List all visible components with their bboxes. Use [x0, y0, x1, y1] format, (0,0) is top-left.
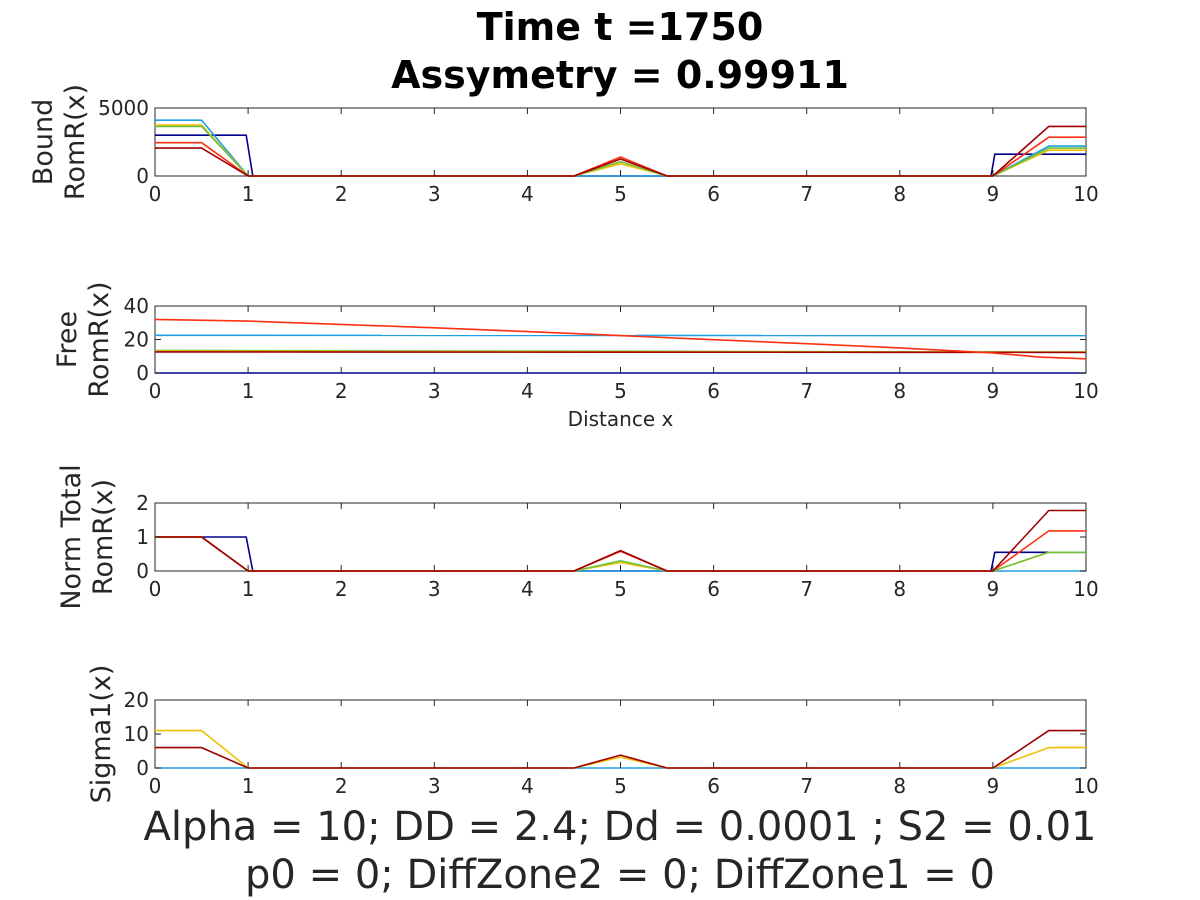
footer-params-line2: p0 = 0; DiffZone2 = 0; DiffZone1 = 0	[245, 852, 995, 898]
x-tick-label: 7	[800, 774, 813, 798]
x-tick-label: 10	[1073, 577, 1098, 601]
y-axis-label-line: Sigma1(x)	[86, 665, 117, 804]
y-tick-label: 20	[124, 328, 149, 352]
y-axis-label: FreeRomR(x)	[52, 281, 115, 397]
y-tick-label: 1	[136, 525, 149, 549]
y-axis-label-line: Bound	[28, 99, 59, 185]
x-tick-label: 1	[242, 182, 255, 206]
y-tick-label: 0	[136, 361, 149, 385]
x-tick-label: 7	[800, 577, 813, 601]
y-axis-label: Sigma1(x)	[86, 665, 117, 804]
x-tick-label: 3	[428, 774, 441, 798]
x-tick-label: 3	[428, 379, 441, 403]
x-tick-label: 10	[1073, 379, 1098, 403]
x-tick-label: 5	[614, 379, 627, 403]
x-tick-label: 4	[521, 577, 534, 601]
figure-title-line2: Assymetry = 0.99911	[391, 53, 849, 97]
x-tick-label: 8	[893, 379, 906, 403]
x-tick-label: 5	[614, 774, 627, 798]
x-tick-label: 6	[707, 774, 720, 798]
x-tick-label: 10	[1073, 182, 1098, 206]
series-line-5	[155, 136, 1086, 177]
panel-4: 0 1 2 3 4 5 6 7 8 9 10 0 10 20 Sigma1(x)	[86, 665, 1099, 804]
series-line-2	[155, 729, 1086, 769]
x-tick-label: 0	[149, 577, 162, 601]
x-tick-label: 1	[242, 379, 255, 403]
x-tick-label: 3	[428, 577, 441, 601]
y-tick-label: 5000	[98, 96, 149, 120]
y-axis-label-line: Norm Total	[56, 464, 87, 609]
footer-params-line1: Alpha = 10; DD = 2.4; Dd = 0.0001 ; S2 =…	[144, 804, 1097, 850]
series-line-5	[155, 351, 1086, 354]
series-group	[155, 119, 1086, 177]
panel-3: 0 1 2 3 4 5 6 7 8 9 10 0 1 2 Norm TotalRomR(x)	[56, 464, 1099, 609]
x-tick-label: 9	[987, 577, 1000, 601]
x-tick-label: 1	[242, 774, 255, 798]
series-line-6	[155, 125, 1086, 177]
y-tick-label: 10	[124, 722, 149, 746]
series-line-6	[155, 318, 1086, 360]
x-tick-label: 2	[335, 182, 348, 206]
y-tick-label: 20	[124, 688, 149, 712]
y-tick-label: 40	[124, 294, 149, 318]
x-tick-label: 0	[149, 379, 162, 403]
x-tick-label: 2	[335, 774, 348, 798]
y-axis-label-line: RomR(x)	[60, 84, 91, 200]
series-line-3	[155, 729, 1086, 769]
y-tick-label: 0	[136, 559, 149, 583]
series-line-6	[155, 509, 1086, 572]
x-tick-label: 5	[614, 577, 627, 601]
x-tick-label: 2	[335, 577, 348, 601]
x-tick-label: 3	[428, 182, 441, 206]
x-tick-label: 7	[800, 182, 813, 206]
x-tick-label: 1	[242, 577, 255, 601]
x-tick-label: 8	[893, 774, 906, 798]
x-tick-label: 4	[521, 774, 534, 798]
axes-box	[154, 305, 1087, 374]
x-tick-label: 0	[149, 182, 162, 206]
x-tick-label: 4	[521, 182, 534, 206]
x-tick-label: 9	[987, 182, 1000, 206]
x-tick-label: 6	[707, 577, 720, 601]
y-axis-label: BoundRomR(x)	[28, 84, 91, 200]
x-tick-label: 6	[707, 182, 720, 206]
y-axis-label-line: RomR(x)	[84, 281, 115, 397]
figure-title-line1: Time t =1750	[477, 5, 764, 49]
y-axis-label: Norm TotalRomR(x)	[56, 464, 119, 609]
x-tick-label: 9	[987, 774, 1000, 798]
x-tick-label: 4	[521, 379, 534, 403]
x-tick-label: 6	[707, 379, 720, 403]
x-tick-label: 9	[987, 379, 1000, 403]
axes-box	[154, 107, 1087, 177]
x-tick-label: 8	[893, 577, 906, 601]
x-axis-label: Distance x	[568, 407, 674, 431]
y-tick-label: 0	[136, 164, 149, 188]
y-axis-label-line: Free	[52, 311, 83, 368]
panel-1: 0 1 2 3 4 5 6 7 8 9 10 0 5000 BoundRomR(x)	[28, 84, 1099, 206]
y-tick-label: 2	[136, 491, 149, 515]
x-tick-label: 0	[149, 774, 162, 798]
x-tick-label: 5	[614, 182, 627, 206]
series-group	[155, 509, 1086, 572]
x-tick-label: 8	[893, 182, 906, 206]
x-tick-label: 10	[1073, 774, 1098, 798]
y-tick-label: 0	[136, 756, 149, 780]
series-line-4	[155, 125, 1086, 177]
x-tick-label: 7	[800, 379, 813, 403]
y-axis-label-line: RomR(x)	[88, 479, 119, 595]
panel-2: 0 1 2 3 4 5 6 7 8 9 10 0 20 40 FreeRomR(x) Distance x	[52, 281, 1099, 431]
x-tick-label: 2	[335, 379, 348, 403]
